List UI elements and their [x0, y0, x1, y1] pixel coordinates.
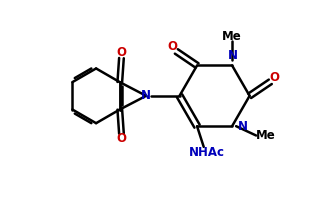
Text: O: O — [116, 46, 126, 59]
Text: Me: Me — [256, 129, 276, 142]
Text: N: N — [238, 120, 248, 133]
Text: N: N — [140, 89, 151, 102]
Text: O: O — [116, 132, 126, 145]
Text: O: O — [269, 71, 279, 84]
Text: NHAc: NHAc — [189, 146, 225, 159]
Text: Me: Me — [222, 30, 242, 43]
Text: O: O — [167, 40, 177, 53]
Text: N: N — [228, 49, 238, 62]
